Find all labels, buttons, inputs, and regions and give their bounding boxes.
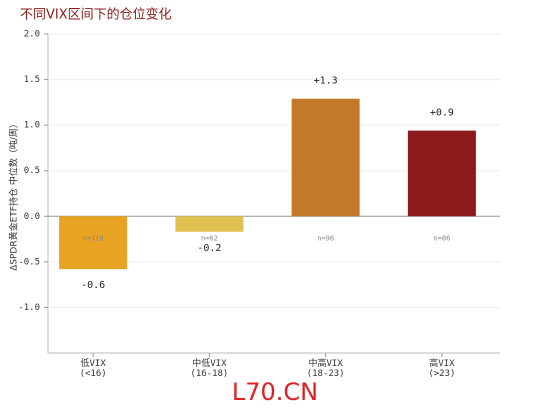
y-tick-label: 2.0 [24, 30, 40, 40]
x-tick-label: 低VIX (<16) [79, 359, 107, 379]
y-tick-label: 1.5 [24, 75, 40, 85]
watermark: L70.CN [232, 378, 318, 406]
bar [175, 216, 244, 232]
y-axis-label: ΔSPDR黄金ETF持仓 中位数（吨/周） [8, 119, 20, 271]
value-label: -0.2 [197, 243, 221, 254]
value-label: -0.6 [81, 280, 105, 291]
sample-label: n=86 [433, 234, 450, 242]
value-label: +0.9 [430, 108, 454, 119]
x-tick-label: 中高VIX (18-23) [306, 359, 345, 379]
y-tick-label: -0.5 [18, 257, 40, 267]
sample-label: n=96 [317, 234, 334, 242]
x-tick-label: 中低VIX (16-18) [190, 359, 229, 379]
y-tick-label: 0.5 [24, 166, 40, 176]
sample-label: n=116 [83, 234, 104, 242]
y-tick-label: 0.0 [24, 212, 40, 222]
sample-label: n=62 [201, 234, 218, 242]
y-tick-label: -1.0 [18, 303, 40, 313]
bar [407, 130, 476, 217]
x-tick-label: 高VIX (>23) [428, 359, 456, 379]
bar [291, 98, 360, 217]
y-tick-label: 1.0 [24, 121, 40, 131]
chart-title: 不同VIX区间下的仓位变化 [20, 7, 172, 23]
value-label: +1.3 [314, 76, 338, 87]
bar [59, 216, 128, 270]
